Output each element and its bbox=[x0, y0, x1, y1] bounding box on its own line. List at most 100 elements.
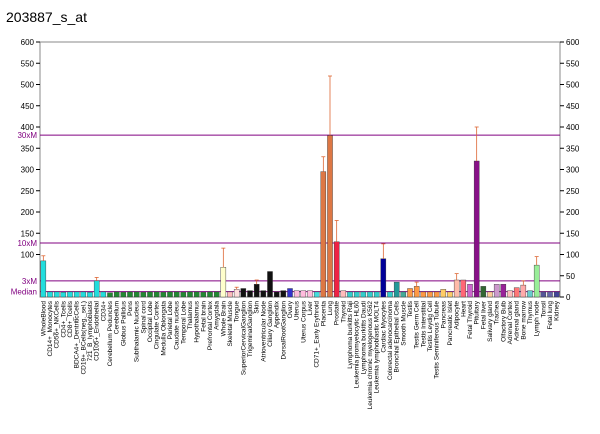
bar bbox=[207, 291, 213, 298]
bar bbox=[513, 287, 520, 298]
y2-tick-label: 250 bbox=[566, 187, 580, 196]
x-tick-label: Ciliary Ganglion bbox=[267, 301, 274, 347]
x-tick-label: BDCA4+_DentriticCells bbox=[74, 300, 81, 368]
x-tick-label: Spinal cord bbox=[140, 301, 147, 334]
y-tick-label: 100 bbox=[21, 251, 35, 260]
y-tick-label: 150 bbox=[21, 229, 35, 238]
bar bbox=[147, 291, 153, 298]
bar bbox=[453, 279, 460, 298]
x-tick-label: Lymph node bbox=[534, 301, 541, 337]
x-tick-label: Uterus bbox=[294, 300, 301, 320]
x-tick-label: Cingulate Cortex bbox=[154, 300, 161, 349]
x-tick-label: Cerebellum Peduncles bbox=[107, 300, 114, 366]
bar bbox=[240, 288, 247, 298]
bar bbox=[93, 280, 100, 298]
bar bbox=[100, 291, 107, 298]
bar bbox=[87, 292, 93, 298]
x-tick-label: Testis Interstitial bbox=[420, 300, 427, 347]
y2-tick-label: 50 bbox=[566, 272, 575, 281]
bar bbox=[53, 291, 60, 298]
x-tick-label: Pancreatic Islet bbox=[447, 301, 454, 346]
x-tick-label: Leukemia lymphoblastic MOLT4 bbox=[374, 301, 381, 394]
bar bbox=[407, 288, 413, 298]
x-tick-label: Fetal lung bbox=[547, 301, 554, 330]
x-tick-label: Prefrontal Cortex bbox=[207, 300, 214, 350]
bar bbox=[193, 291, 200, 298]
bar bbox=[500, 284, 507, 298]
bar bbox=[160, 292, 167, 298]
y2-tick-label: 200 bbox=[566, 208, 580, 217]
bar bbox=[180, 292, 187, 298]
bar bbox=[247, 290, 253, 298]
x-tick-label: Pancreas bbox=[440, 300, 447, 328]
x-tick-label: Liver bbox=[307, 300, 314, 315]
bar bbox=[540, 291, 547, 298]
bar bbox=[233, 289, 240, 298]
x-tick-label: CD71+_Early Erythroid bbox=[314, 301, 321, 368]
x-tick-label: Smooth Muscle bbox=[400, 301, 407, 346]
bar bbox=[227, 291, 233, 298]
y2-tick-label: 150 bbox=[566, 229, 580, 238]
y-tick-label: 400 bbox=[21, 123, 35, 132]
bar bbox=[320, 171, 327, 298]
x-tick-label: Subthalamic Nucleus bbox=[134, 300, 141, 362]
x-tick-label: Tonsil bbox=[540, 300, 547, 317]
bar bbox=[127, 291, 133, 298]
x-tick-label: Thymus bbox=[527, 300, 534, 324]
bar bbox=[387, 291, 393, 298]
bar bbox=[333, 241, 340, 298]
bar bbox=[327, 135, 333, 298]
bar bbox=[307, 290, 313, 298]
x-tick-label: CD4+_Tcells bbox=[60, 300, 67, 337]
bar bbox=[433, 291, 440, 298]
bar bbox=[353, 291, 360, 298]
x-tick-label: Testis Seminiferous Tubule bbox=[434, 301, 441, 379]
x-tick-label: Heart bbox=[460, 301, 467, 317]
x-tick-label: CD19+_BCells(neg._sel.) bbox=[80, 301, 87, 375]
x-tick-label: Lymphoma burkitts Raji bbox=[347, 301, 354, 369]
bar bbox=[360, 291, 367, 298]
y2-tick-label: 100 bbox=[566, 251, 580, 260]
y2-tick-label: 450 bbox=[566, 102, 580, 111]
x-tick-label: CD105+_Endothelial bbox=[94, 300, 101, 360]
bar bbox=[167, 291, 173, 298]
bar bbox=[287, 288, 293, 298]
y-tick-label: 600 bbox=[21, 38, 35, 47]
reference-label: Median bbox=[11, 288, 37, 297]
bar bbox=[187, 291, 193, 298]
x-tick-label: CD56+_NKCells bbox=[54, 300, 61, 348]
bar bbox=[280, 290, 287, 298]
bar bbox=[213, 291, 220, 298]
x-tick-label: Adipocyte bbox=[454, 301, 461, 330]
bar bbox=[80, 291, 87, 298]
y2-tick-label: 500 bbox=[566, 81, 580, 90]
bar bbox=[260, 290, 267, 298]
x-tick-label: Colorectal adenocarcinoma bbox=[387, 301, 394, 381]
bar bbox=[293, 290, 300, 298]
y-tick-label: 300 bbox=[21, 166, 35, 175]
x-tick-label: Leukemia promyelocytic HL60 bbox=[354, 301, 361, 388]
x-tick-label: Placenta bbox=[320, 301, 327, 327]
x-tick-label: Testis bbox=[407, 300, 414, 317]
x-tick-label: Medulla Oblongata bbox=[160, 301, 167, 356]
bar bbox=[40, 260, 47, 298]
bar bbox=[480, 286, 487, 298]
x-tick-label: Appendix bbox=[274, 300, 281, 328]
bar bbox=[173, 291, 180, 298]
x-tick-label: Skin bbox=[254, 301, 261, 314]
bar bbox=[73, 291, 80, 298]
bar bbox=[267, 271, 273, 298]
x-tick-label: Testis Leydig Cell bbox=[427, 300, 434, 351]
bar bbox=[553, 291, 560, 298]
bar bbox=[440, 289, 447, 298]
bar bbox=[493, 284, 500, 298]
bar bbox=[120, 292, 127, 298]
x-tick-label: Fetal liver bbox=[480, 300, 487, 329]
x-tick-label: Bone marrow bbox=[520, 301, 527, 340]
bar bbox=[467, 284, 473, 298]
x-tick-label: Prostate bbox=[334, 301, 341, 326]
x-tick-label: Lymphoma burkitts Daudi bbox=[360, 301, 367, 374]
x-tick-label: Bronchial Epithelial Cells bbox=[394, 300, 401, 372]
bar bbox=[373, 291, 380, 298]
